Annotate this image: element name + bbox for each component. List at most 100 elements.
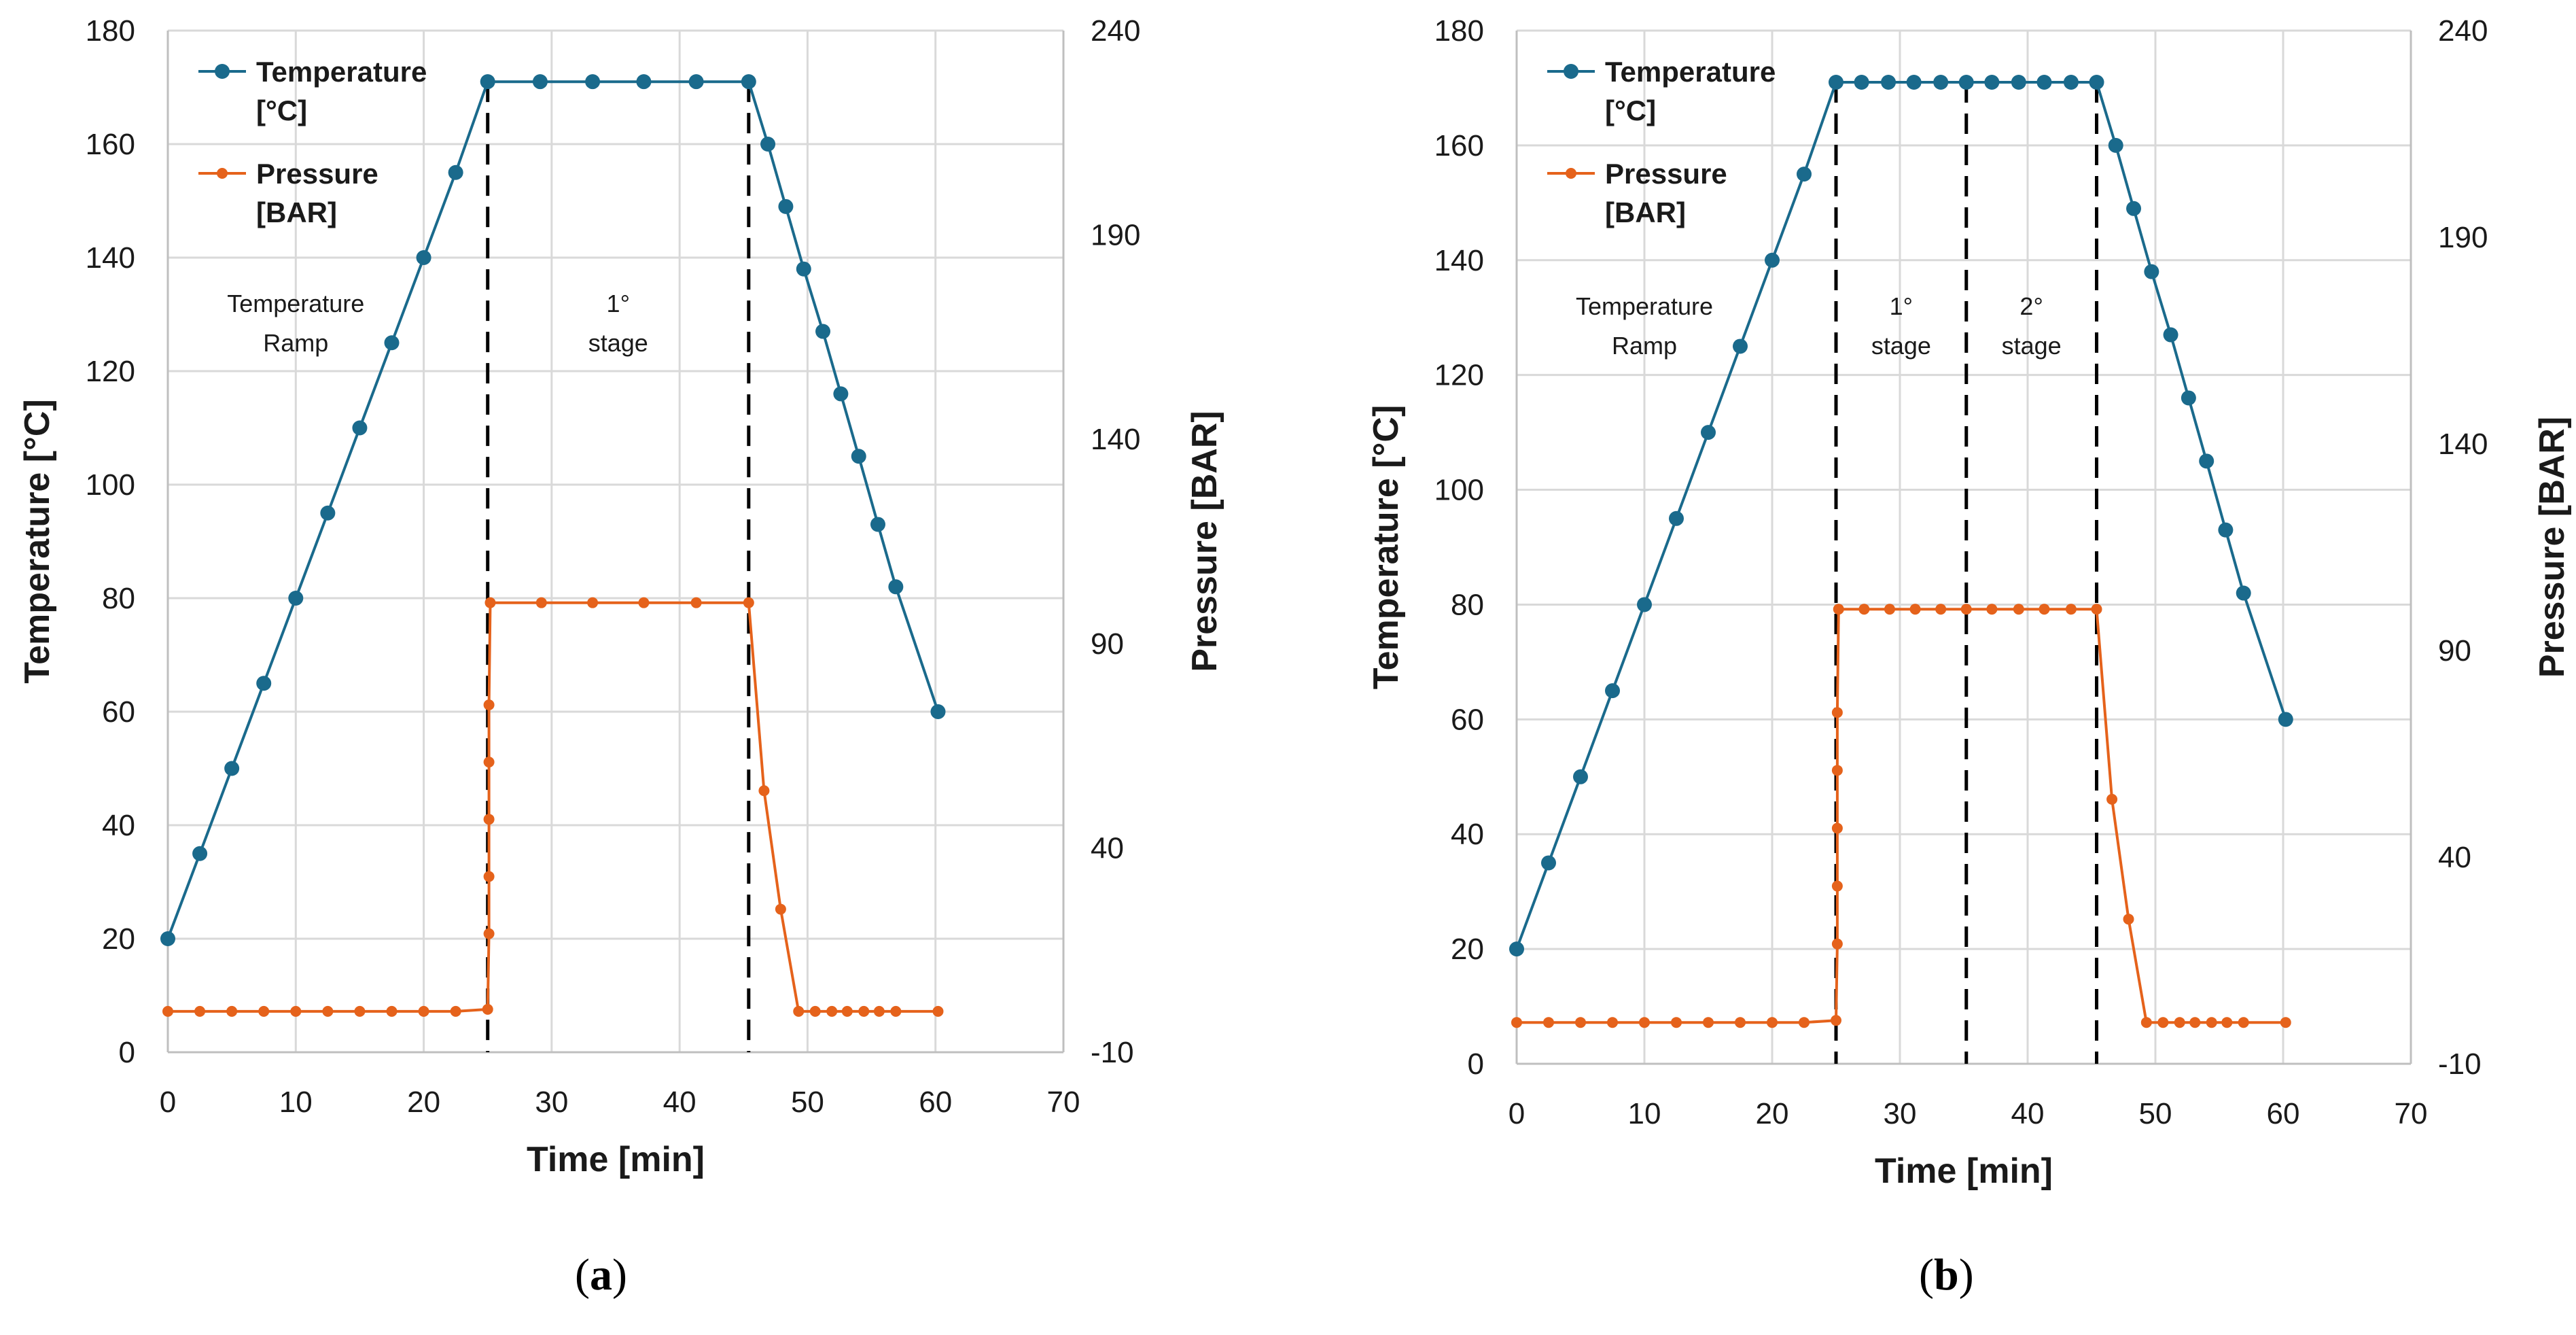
temperature-point xyxy=(2181,390,2196,406)
x-tick-label: 50 xyxy=(2139,1097,2172,1130)
pressure-point xyxy=(258,1005,270,1017)
legend-temperature-label: Temperature xyxy=(1605,56,1776,88)
pressure-point xyxy=(483,871,495,882)
pressure-point xyxy=(793,1005,805,1017)
temperature-point xyxy=(1701,425,1716,440)
pressure-point xyxy=(2157,1017,2169,1028)
temperature-point xyxy=(870,517,885,532)
y-axis-title: Temperature [°C] xyxy=(18,399,57,684)
legend-temperature-unit: [°C] xyxy=(1605,94,1656,126)
y2-axis-title: Pressure [BAR] xyxy=(1185,411,1224,672)
temperature-point xyxy=(416,250,431,265)
x-tick-label: 20 xyxy=(407,1086,440,1119)
pressure-point xyxy=(873,1005,885,1017)
pressure-point xyxy=(2123,914,2134,925)
temperature-point xyxy=(224,761,240,776)
legend-pressure-label: Pressure xyxy=(1605,158,1727,190)
temperature-point xyxy=(815,324,831,339)
phase-annotation: stage xyxy=(1871,332,1931,360)
y-tick-label: 180 xyxy=(86,14,135,48)
temperature-point xyxy=(448,164,463,180)
x-tick-label: 40 xyxy=(2011,1097,2045,1130)
pressure-line xyxy=(168,601,938,1013)
y-tick-label: 0 xyxy=(1468,1047,1484,1081)
temperature-point xyxy=(1509,941,1524,957)
pressure-point xyxy=(841,1005,853,1017)
pressure-point xyxy=(743,597,754,608)
x-tick-label: 60 xyxy=(919,1086,952,1119)
x-tick-label: 10 xyxy=(279,1086,313,1119)
temperature-point xyxy=(1669,510,1684,526)
pressure-point xyxy=(1935,604,1947,615)
temperature-point xyxy=(532,74,548,90)
caption-b: (b) xyxy=(1919,1250,1974,1300)
temperature-point xyxy=(636,74,652,90)
chart-b: 0 10 20 30 40 50 60 70 0 20 40 60 80 100 120 140 160 180 -… xyxy=(1366,14,2572,1191)
legend-temperature-marker xyxy=(215,64,230,79)
y-axis-title: Temperature [°C] xyxy=(1366,405,1406,690)
pressure-point xyxy=(1575,1017,1586,1028)
temperature-line xyxy=(1515,81,2287,950)
temperature-point xyxy=(256,676,272,691)
y2-tick-label: 40 xyxy=(2438,841,2471,874)
temperature-point xyxy=(1637,597,1652,612)
x-tick-label: 20 xyxy=(1756,1097,1789,1130)
pressure-point xyxy=(354,1005,366,1017)
temperature-point xyxy=(1573,769,1588,784)
phase-annotation: Ramp xyxy=(263,329,328,357)
pressure-point xyxy=(2238,1017,2249,1028)
y-tick-label: 140 xyxy=(86,241,135,275)
x-tick-label: 0 xyxy=(160,1086,176,1119)
temperature-point xyxy=(930,704,946,719)
y2-tick-label: 140 xyxy=(2438,428,2488,461)
y2-tick-label: 140 xyxy=(1091,423,1140,456)
pressure-point xyxy=(1767,1017,1778,1028)
pressure-point xyxy=(482,1003,493,1015)
temperature-point xyxy=(288,591,304,606)
y2-tick-label: 90 xyxy=(2438,634,2471,668)
legend-pressure-marker xyxy=(217,168,228,179)
pressure-point xyxy=(290,1005,302,1017)
pressure-point xyxy=(2174,1017,2185,1028)
pressure-point xyxy=(1833,604,1844,615)
y-tick-label: 0 xyxy=(119,1036,135,1069)
pressure-point xyxy=(535,597,547,608)
pressure-point xyxy=(890,1005,902,1017)
x-tick-label: 10 xyxy=(1628,1097,1661,1130)
pressure-point xyxy=(1831,880,1843,892)
pressure-point xyxy=(1884,604,1895,615)
phase-annotation: stage xyxy=(2002,332,2062,360)
caption-a: (a) xyxy=(575,1250,627,1300)
temperature-point xyxy=(352,420,368,436)
pressure-point xyxy=(1831,707,1843,718)
temperature-point xyxy=(1829,75,1843,90)
pressure-point xyxy=(2065,604,2077,615)
temperature-point xyxy=(741,74,756,90)
legend-pressure-unit: [BAR] xyxy=(256,196,337,228)
pressure-point xyxy=(2091,604,2102,615)
temperature-point xyxy=(384,335,400,351)
y-tick-label: 160 xyxy=(1434,129,1484,162)
pressure-point xyxy=(483,928,495,939)
pressure-point xyxy=(483,757,495,768)
pressure-point xyxy=(418,1005,429,1017)
temperature-point xyxy=(2108,137,2123,153)
pressure-point xyxy=(690,597,702,608)
pressure-point xyxy=(2221,1017,2233,1028)
temperature-point xyxy=(2199,453,2215,469)
chart-a: 0 10 20 30 40 50 60 70 0 20 40 60 80 100 120 140 160 180 -… xyxy=(18,14,1224,1179)
pressure-point xyxy=(2039,604,2050,615)
y2-tick-label: -10 xyxy=(2438,1047,2482,1081)
temperature-point xyxy=(1906,75,1922,90)
pressure-line xyxy=(1517,608,2286,1024)
temperature-point xyxy=(1933,75,1949,90)
y-tick-label: 40 xyxy=(1451,818,1484,851)
y2-tick-label: 40 xyxy=(1091,831,1124,865)
temperature-point xyxy=(2089,75,2104,90)
y-tick-label: 180 xyxy=(1434,14,1484,48)
temperature-point xyxy=(2036,75,2052,90)
pressure-point xyxy=(1639,1017,1650,1028)
pressure-point xyxy=(1858,604,1870,615)
legend-temperature-unit: [°C] xyxy=(256,94,307,126)
y-tick-label: 40 xyxy=(102,809,135,842)
